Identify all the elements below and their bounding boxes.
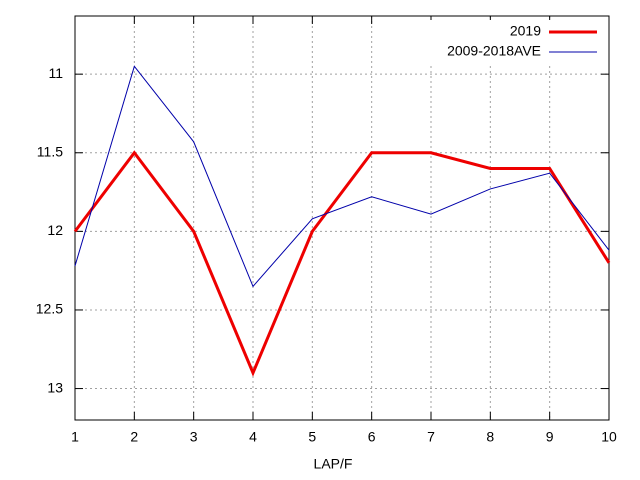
plot-frame (74, 15, 610, 421)
x-tick-label: 3 (190, 429, 198, 445)
x-tick-label: 7 (427, 429, 435, 445)
y-tick-label: 12 (47, 222, 63, 238)
y-tick-label: 11 (48, 65, 63, 81)
x-tick-label: 10 (601, 429, 617, 445)
x-axis-label: LAP/F (314, 456, 353, 472)
x-tick-label: 4 (249, 429, 257, 445)
x-tick-label: 2 (130, 429, 138, 445)
series-line (73, 150, 611, 377)
x-tick-label: 8 (486, 429, 494, 445)
legend-box (409, 20, 605, 64)
y-tick-label: 11.5 (37, 143, 63, 159)
x-tick-label: 6 (368, 429, 376, 445)
series-line (74, 65, 610, 288)
y-tick-label: 13 (47, 379, 63, 395)
x-tick-label: 1 (71, 429, 79, 445)
y-tick-label: 12.5 (36, 301, 63, 317)
x-tick-label: 5 (308, 429, 316, 445)
x-tick-label: 9 (546, 429, 554, 445)
legend-label: 2019 (510, 23, 541, 39)
legend-label: 2009-2018AVE (447, 43, 541, 59)
